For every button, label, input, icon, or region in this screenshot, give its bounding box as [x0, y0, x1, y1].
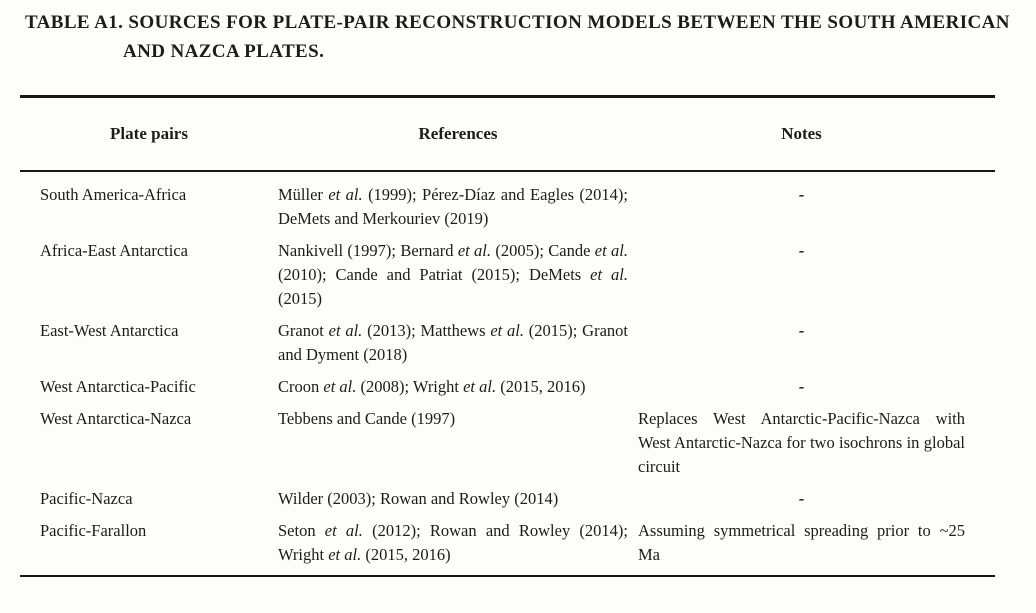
notes-cell: - — [798, 377, 805, 396]
plate-pair-cell: West Antarctica-Nazca — [40, 409, 192, 428]
references-cell: Nankivell (1997); Bernard et al. (2005);… — [278, 241, 629, 308]
notes-cell: - — [798, 321, 805, 340]
notes-cell: - — [798, 241, 805, 260]
table-row: Africa-East Antarctica Nankivell (1997); … — [20, 239, 995, 311]
plate-pair-cell: West Antarctica-Pacific — [40, 377, 196, 396]
plate-pair-cell: South America-Africa — [40, 185, 187, 204]
references-cell: Granot et al. (2013); Matthews et al. (2… — [278, 321, 628, 364]
table-body: South America-Africa Müller et al. (1999)… — [20, 172, 995, 577]
table-header-row: Plate pairs References Notes — [20, 95, 995, 172]
table-row: West Antarctica-Pacific Croon et al. (200… — [20, 375, 995, 399]
plate-pair-cell: Pacific-Farallon — [40, 521, 147, 540]
plate-pair-cell: Pacific-Nazca — [40, 489, 133, 508]
table-row: Pacific-Nazca Wilder (2003); Rowan and Ro… — [20, 487, 995, 511]
column-header-notes: Notes — [781, 124, 822, 143]
plate-pair-cell: East-West Antarctica — [40, 321, 179, 340]
column-header-references: References — [418, 124, 498, 143]
notes-cell: Replaces West Antarctic-Pacific-Nazca wi… — [638, 409, 965, 476]
notes-cell: - — [798, 489, 805, 508]
references-cell: Wilder (2003); Rowan and Rowley (2014) — [278, 489, 559, 508]
table-row: South America-Africa Müller et al. (1999)… — [20, 183, 995, 231]
notes-cell: Assuming symmetrical spreading prior to … — [638, 521, 965, 564]
sources-table: Plate pairs References Notes South Ameri… — [20, 95, 995, 577]
plate-pair-cell: Africa-East Antarctica — [40, 241, 188, 260]
table-row: West Antarctica-Nazca Tebbens and Cande (… — [20, 407, 995, 479]
table-row: East-West Antarctica Granot et al. (2013)… — [20, 319, 995, 367]
references-cell: Tebbens and Cande (1997) — [278, 409, 456, 428]
references-cell: Croon et al. (2008); Wright et al. (2015… — [278, 377, 586, 396]
column-header-plate-pairs: Plate pairs — [110, 124, 188, 143]
notes-cell: - — [798, 185, 805, 204]
references-cell: Müller et al. (1999); Pérez-Díaz and Eag… — [278, 185, 628, 228]
table-caption: TABLE A1. SOURCES FOR PLATE-PAIR RECONST… — [25, 12, 1010, 62]
table-row: Pacific-Farallon Seton et al. (2012); Row… — [20, 519, 995, 567]
references-cell: Seton et al. (2012); Rowan and Rowley (2… — [278, 521, 628, 564]
